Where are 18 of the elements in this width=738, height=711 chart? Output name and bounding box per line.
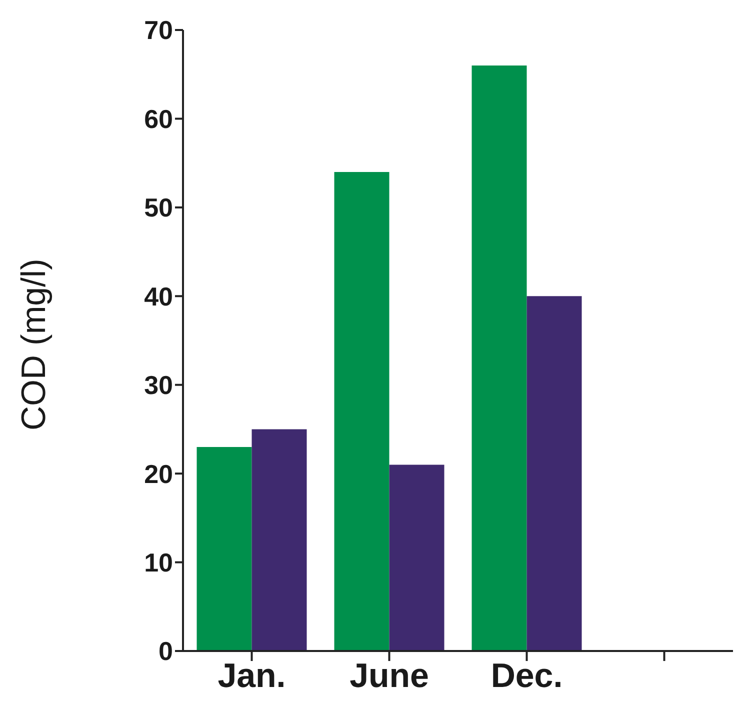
y-tick-label: 10 [144, 548, 173, 578]
y-tick-label: 60 [144, 104, 173, 134]
y-tick-label: 30 [144, 370, 173, 400]
y-tick-label: 40 [144, 281, 173, 312]
x-tick-label: Dec. [490, 657, 563, 696]
bar [252, 429, 307, 651]
x-tick-label: June [350, 657, 429, 696]
bar [196, 446, 252, 651]
y-tick-label: 50 [144, 192, 173, 223]
y-axis-title: COD (mg/l) [15, 258, 54, 430]
y-tick-label: 20 [144, 458, 173, 489]
x-tick-label: Jan. [218, 657, 286, 696]
bar [526, 296, 582, 651]
y-tick-label: 70 [144, 15, 173, 46]
bar [472, 65, 527, 651]
bar [334, 172, 390, 651]
y-tick-label: 0 [158, 636, 173, 666]
bar [389, 464, 444, 651]
